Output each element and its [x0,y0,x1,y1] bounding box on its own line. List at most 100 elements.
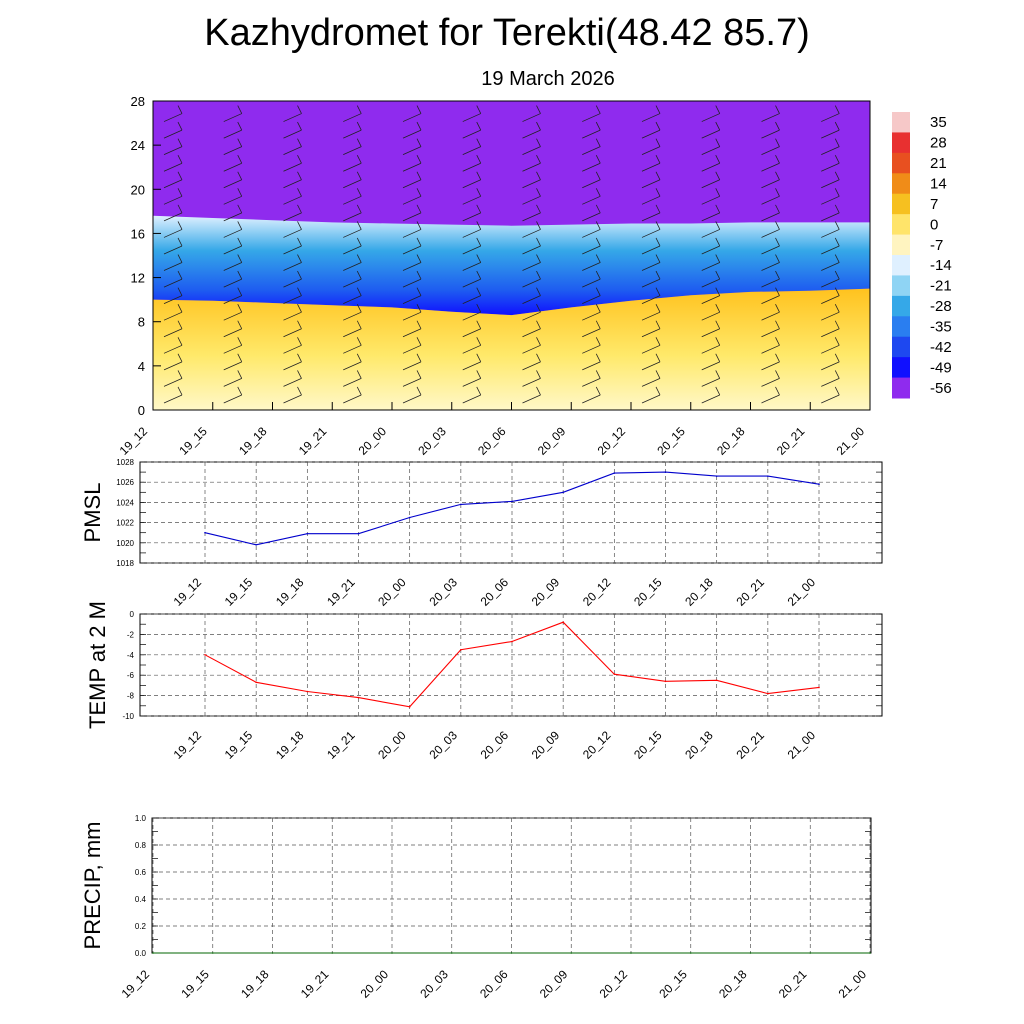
wind-barb [582,121,601,139]
colorbar-label: 14 [930,176,947,193]
wind-barb [402,171,422,189]
x-tick-label: 19_18 [236,424,270,458]
precip-data-point [211,952,214,954]
wind-barb [462,105,482,122]
temp-data-point [460,648,462,651]
pmsl-ylabel: PMSL [80,483,105,543]
wind-barb [283,386,302,404]
wind-barb [701,188,721,205]
temp-data-point [511,640,513,643]
temp-frame [139,613,883,717]
wind-barb [641,138,661,156]
x-tick-label: 20_09 [535,424,569,458]
x-tick-label: 20_18 [682,728,716,762]
x-tick-label: 20_03 [426,575,460,609]
wind-barb [462,270,482,288]
precip-data-point [689,952,692,954]
wind-barb [223,337,243,354]
wind-barb [641,155,661,172]
wind-barb [343,204,362,222]
temp-data-point [767,692,769,695]
y-tick-label: 20 [131,182,145,197]
wind-barb [343,171,362,189]
precip-data-point [570,952,573,954]
pmsl-frame [139,461,883,564]
colorbar-label: -35 [930,319,952,336]
wind-barb [821,386,840,404]
wind-barb [821,370,840,387]
wind-barb [402,237,422,255]
wind-barb [343,353,362,371]
pmsl-data-point [408,516,411,519]
y-tick-label: 24 [131,138,145,153]
x-tick-label: 21_00 [785,728,819,762]
wind-barb [761,337,780,354]
wind-barb [522,121,541,139]
x-tick-label: 19_12 [119,967,153,1001]
pmsl-data-point [613,472,616,474]
temp-data-point [408,706,411,708]
wind-barb [701,237,721,255]
wind-barb [582,155,601,172]
x-tick-label: 20_12 [597,967,631,1001]
wind-barb [223,155,243,172]
wind-barb [223,221,243,238]
x-tick-label: 20_06 [475,424,509,458]
x-tick-label: 20_18 [714,424,748,458]
x-tick-label: 21_00 [836,967,870,1001]
wind-barb [641,254,661,271]
wind-barb [522,171,541,189]
wind-barb [223,320,243,338]
x-tick-label: 19_18 [238,967,272,1001]
wind-barb [641,121,661,139]
x-tick-label: 20_00 [375,728,409,762]
x-tick-label: 20_09 [529,575,563,609]
pmsl-data-point [204,531,206,534]
x-tick-label: 20_21 [774,424,808,458]
wind-barb [582,386,601,404]
wind-barb [641,337,661,354]
precip-data-point [749,952,752,954]
temp-data-point [715,679,718,682]
wind-barb [343,287,362,305]
x-tick-label: 20_15 [631,728,665,762]
wind-barb [701,155,721,172]
wind-barb [761,237,780,255]
y-tick-label: 0.2 [135,922,147,931]
wind-barb [701,386,721,404]
wind-barb [163,287,183,305]
wind-barb [582,270,601,288]
precip-data-point [510,952,513,954]
precip-data-point [391,952,393,954]
wind-barb [641,221,661,238]
wind-barb [641,204,661,222]
precip-data-point [869,952,871,954]
pmsl-data-point [511,500,513,503]
y-tick-label: 0.4 [135,895,147,904]
wind-barb [701,370,721,387]
wind-barb [283,105,302,122]
warm-layer-fill [153,288,870,410]
wind-barb [641,287,661,305]
y-tick-label: -6 [127,671,135,680]
pmsl-data-point [460,503,462,506]
wind-barb [223,370,243,387]
wind-barb [821,337,840,354]
wind-barb [821,138,840,156]
colorbar-swatch [892,152,910,174]
wind-barb [223,254,243,271]
colorbar-swatch [892,357,910,379]
temp-data-point [204,654,206,656]
wind-barb [163,121,183,139]
wind-barb [163,155,183,172]
wind-barb [701,270,721,288]
wind-barb [761,370,780,387]
wind-barb [462,237,482,255]
x-tick-label: 20_21 [733,575,767,609]
wind-barb [641,237,661,255]
wind-barb [402,254,422,271]
wind-barb [223,171,243,189]
x-tick-label: 20_00 [358,967,392,1001]
wind-barb [163,320,183,338]
x-tick-label: 21_00 [785,575,819,609]
